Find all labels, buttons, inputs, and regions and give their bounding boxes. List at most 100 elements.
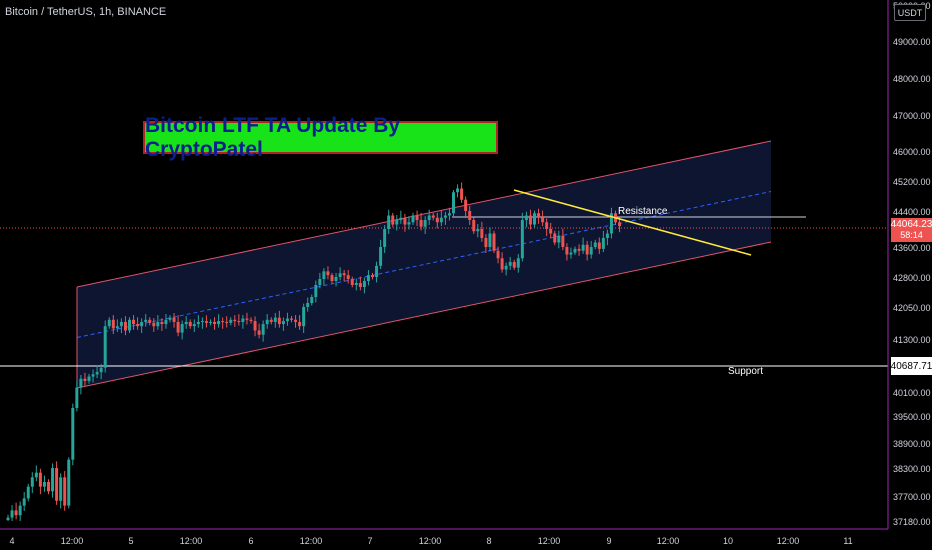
candle-body: [375, 265, 379, 277]
x-tick-label: 12:00: [180, 536, 203, 546]
candle-body: [528, 215, 532, 225]
candle-body: [549, 229, 553, 234]
candle-body: [269, 319, 273, 322]
candle-body: [176, 321, 180, 333]
time-axis[interactable]: 4 12:00 5 12:00 6 12:00 7 12:00 8 12:00 9 12:00 10 12…: [9, 536, 852, 546]
candle-body: [464, 199, 468, 211]
candle-body: [22, 498, 26, 506]
x-tick-label: 5: [128, 536, 133, 546]
candle-body: [460, 188, 464, 200]
candle-body: [290, 318, 293, 320]
y-tick-label: 44400.00: [893, 207, 931, 217]
y-tick-label: 39500.00: [893, 412, 931, 422]
candle-body: [95, 372, 99, 375]
y-tick-label: 38900.00: [893, 439, 931, 449]
candle-body: [14, 510, 18, 516]
candle-body: [253, 321, 257, 331]
candle-body: [484, 238, 488, 247]
candle-body: [47, 482, 50, 492]
candle-body: [439, 217, 443, 223]
candle-body: [160, 321, 164, 325]
candle-body: [533, 213, 536, 225]
candle-body: [354, 283, 358, 285]
candle-body: [383, 229, 387, 247]
candle-body: [241, 318, 245, 322]
candle-body: [565, 247, 569, 255]
candle-body: [391, 215, 395, 225]
candle-body: [516, 258, 520, 268]
candle-body: [537, 213, 541, 218]
candle-body: [541, 217, 545, 223]
x-tick-label: 7: [367, 536, 372, 546]
x-tick-label: 6: [248, 536, 253, 546]
candle-body: [322, 271, 326, 279]
candle-body: [18, 505, 22, 516]
candle-body: [573, 248, 577, 253]
candle-body: [334, 277, 338, 281]
candle-body: [298, 321, 302, 327]
candle-body: [318, 279, 322, 285]
candle-body: [411, 215, 415, 223]
x-tick-label: 12:00: [61, 536, 84, 546]
candle-body: [403, 217, 407, 225]
y-tick-label: 47000.00: [893, 111, 931, 121]
x-tick-label: 4: [9, 536, 14, 546]
y-tick-label: 43600.00: [893, 243, 931, 253]
candle-body: [476, 229, 480, 232]
candle-body: [119, 321, 123, 327]
channel-lower-line: [76, 241, 772, 389]
candle-body: [180, 324, 184, 333]
candle-body: [609, 213, 613, 234]
candle-body: [107, 319, 111, 327]
candle-body: [618, 222, 622, 227]
candle-body: [500, 258, 504, 270]
candle-body: [379, 247, 383, 266]
candle-body: [488, 233, 492, 247]
candle-body: [577, 248, 581, 251]
candle-body: [67, 459, 71, 506]
candle-body: [188, 321, 192, 327]
candle-body: [172, 317, 176, 322]
candle-body: [123, 321, 127, 331]
candle-body: [26, 486, 30, 499]
candle-body: [310, 297, 314, 303]
y-tick-label: 41300.00: [893, 335, 931, 345]
y-tick-label: 46000.00: [893, 147, 931, 157]
candle-body: [200, 321, 204, 323]
candle-body: [71, 408, 75, 460]
candle-body: [387, 215, 391, 229]
candle-body: [6, 517, 10, 521]
candle-body: [395, 220, 399, 225]
price-axis[interactable]: 50000.0049000.0048000.0047000.0046000.00…: [893, 1, 931, 527]
candle-body: [350, 279, 354, 285]
candle-body: [245, 318, 249, 320]
candle-body: [306, 303, 310, 307]
candle-body: [597, 242, 601, 249]
candle-body: [156, 321, 160, 327]
candle-body: [508, 262, 512, 266]
y-tick-label: 48000.00: [893, 74, 931, 84]
unit-badge[interactable]: USDT: [894, 4, 926, 21]
x-tick-label: 8: [486, 536, 491, 546]
candle-body: [443, 215, 447, 218]
support-price-tag: 40687.71: [891, 357, 932, 375]
y-tick-label: 42050.00: [893, 303, 931, 313]
x-tick-label: 12:00: [538, 536, 561, 546]
candle-body: [427, 215, 431, 220]
candle-body: [472, 220, 476, 232]
candle-body: [164, 319, 168, 325]
x-tick-label: 11: [843, 536, 852, 546]
candle-body: [148, 319, 152, 323]
x-tick-label: 12:00: [419, 536, 442, 546]
candle-body: [480, 229, 484, 238]
x-tick-label: 12:00: [657, 536, 680, 546]
candle-body: [265, 319, 269, 325]
candle-body: [601, 238, 605, 249]
candle-body: [314, 285, 318, 297]
candle-body: [358, 283, 362, 287]
resistance-label: Resistance: [618, 206, 668, 217]
candle-body: [140, 321, 144, 327]
candle-body: [492, 233, 496, 251]
candle-body: [209, 321, 212, 323]
